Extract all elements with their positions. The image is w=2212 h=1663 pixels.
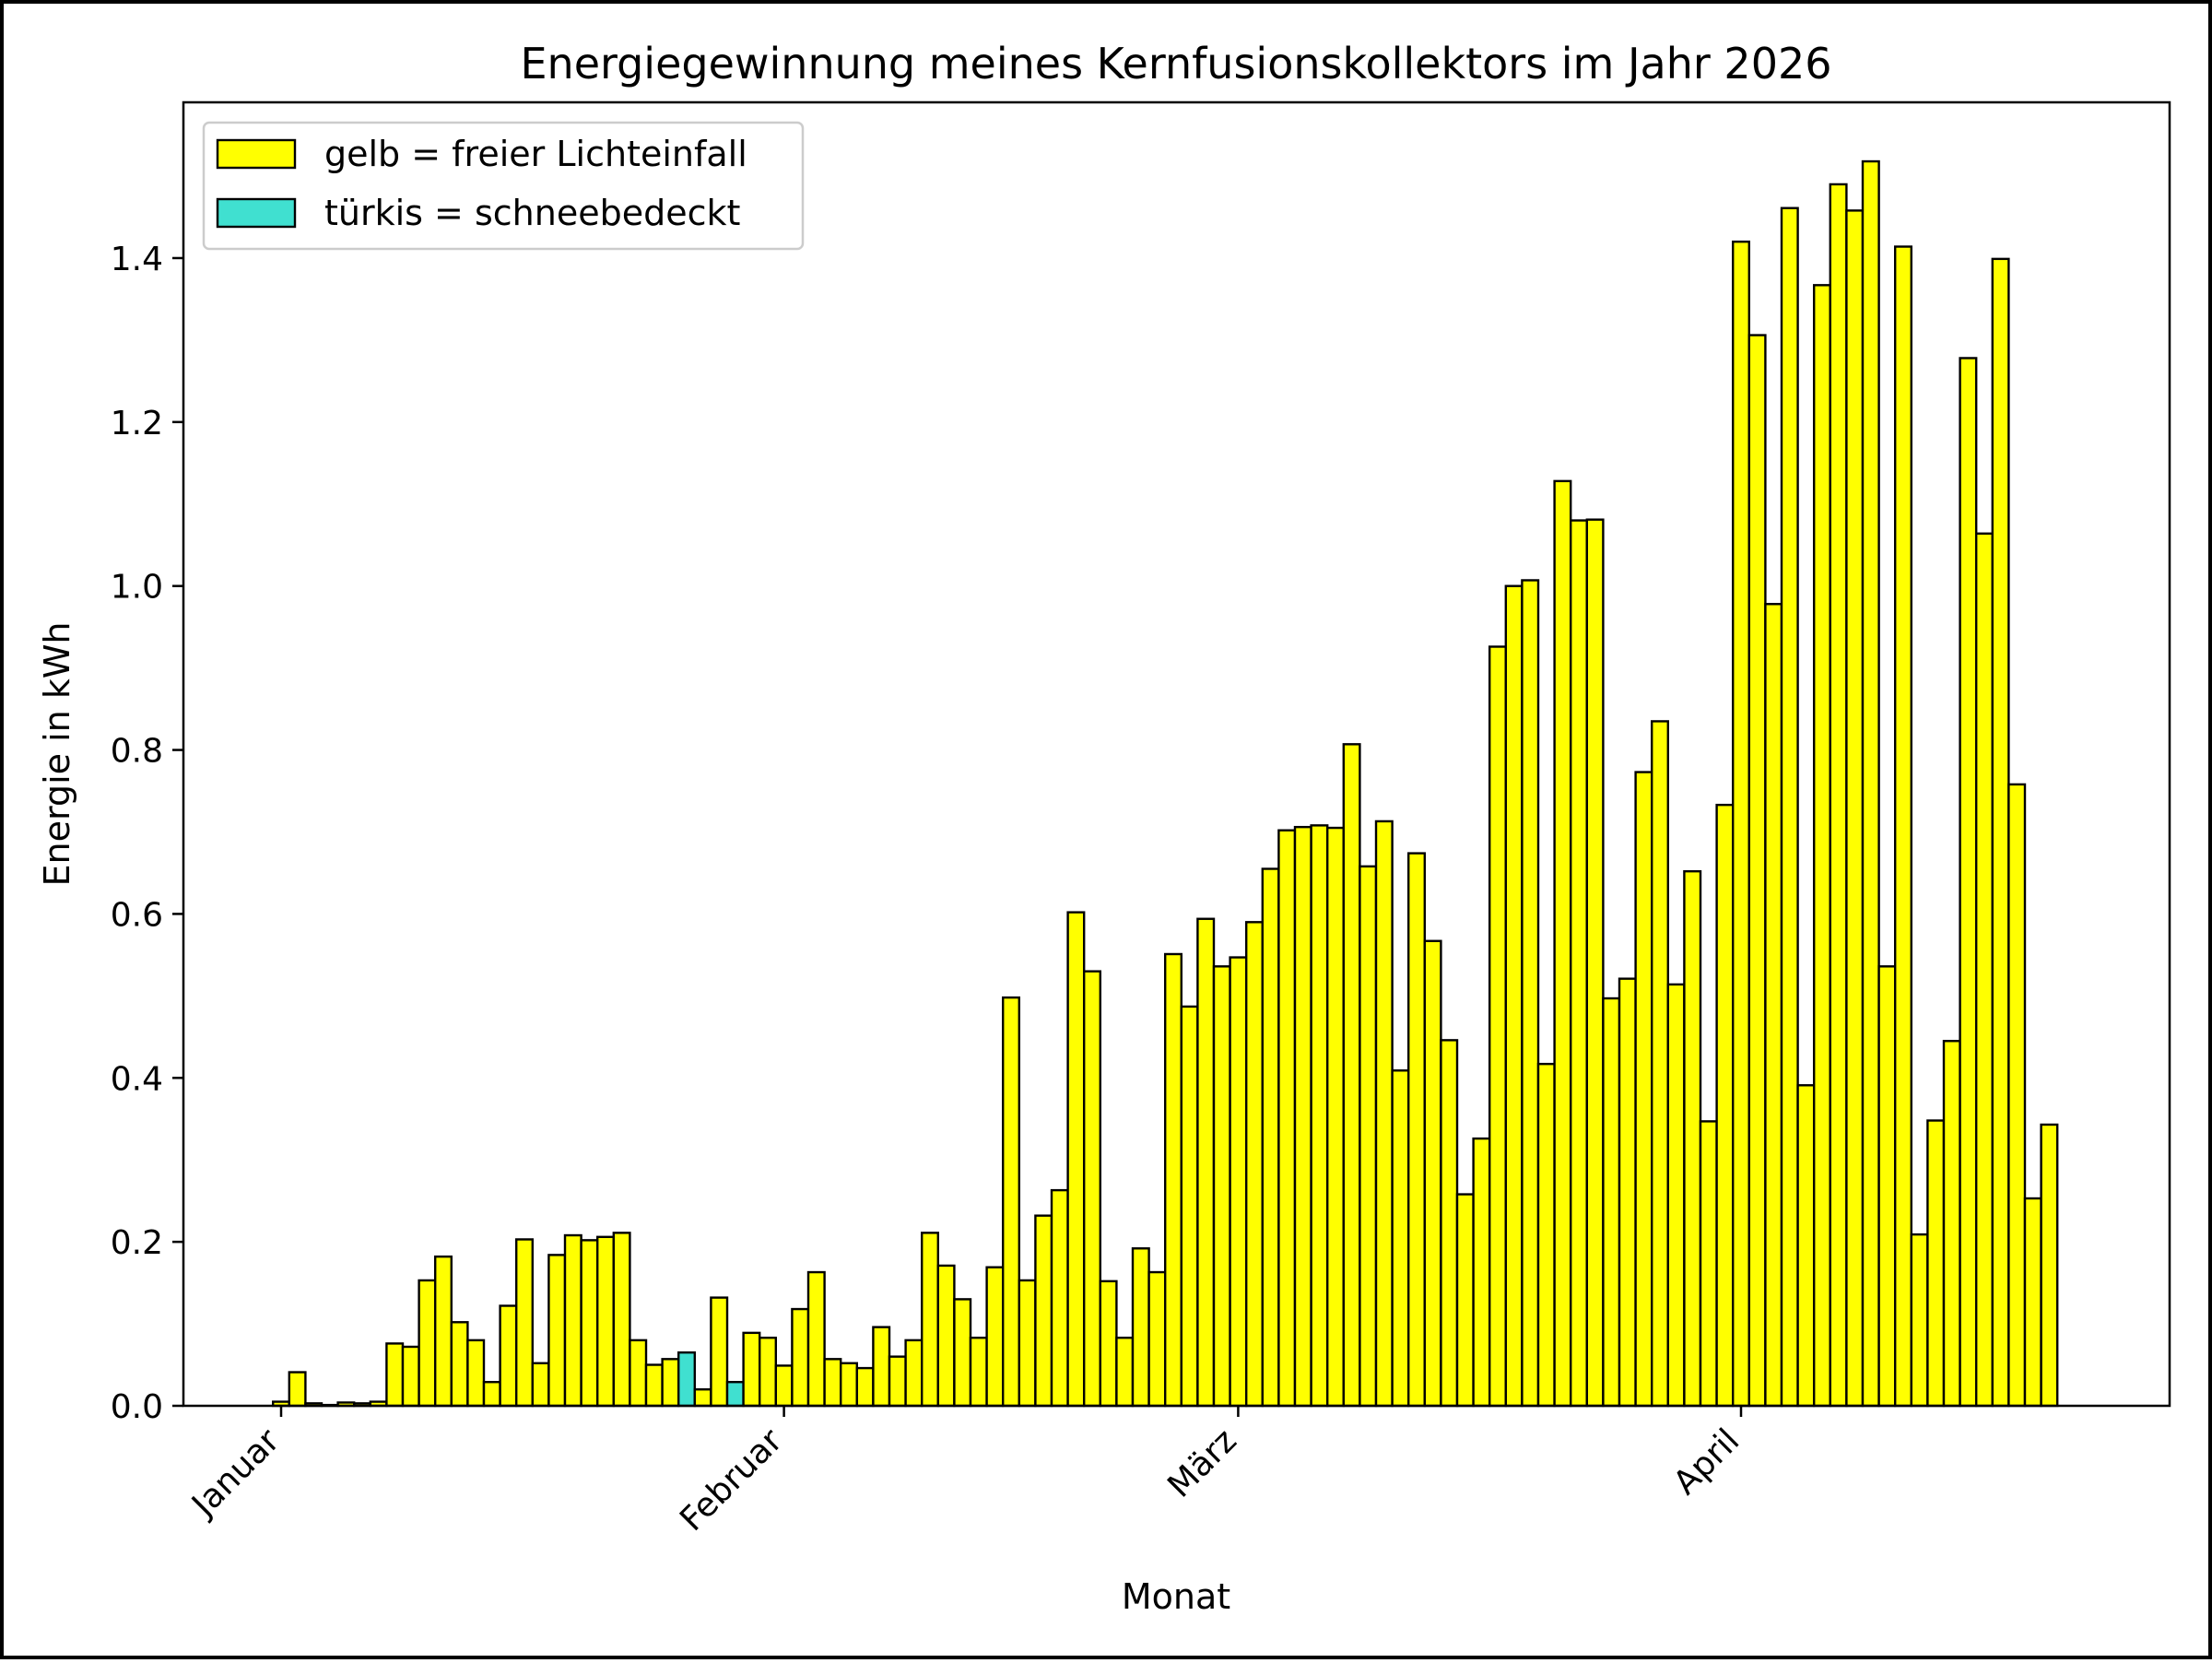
y-tick-label: 0.0 [111, 1388, 163, 1426]
legend: gelb = freier Lichteinfall türkis = schne… [202, 121, 805, 251]
legend-label: gelb = freier Lichteinfall [324, 134, 747, 174]
y-tick-label: 1.0 [111, 569, 163, 607]
y-tick-label: 0.6 [111, 896, 163, 934]
legend-label: türkis = schneebedeckt [324, 193, 740, 233]
legend-box [202, 121, 805, 251]
y-tick-label: 1.2 [111, 405, 163, 442]
y-tick-label: 1.4 [111, 241, 163, 278]
legend-swatch [216, 138, 297, 170]
legend-swatch [216, 197, 297, 229]
y-tick-label: 0.2 [111, 1224, 163, 1262]
y-axis-label: Energie in kWh [37, 622, 77, 887]
y-tick-label: 0.4 [111, 1060, 163, 1098]
x-axis-label: Monat [1122, 1576, 1230, 1617]
y-axis: 0.0 0.2 0.4 0.6 0.8 1.0 1.2 1.4 [111, 241, 183, 1426]
plot-area-frame [182, 100, 2171, 1408]
chart-title: Energiegewinnung meines Kernfusionskolle… [520, 39, 1831, 88]
y-tick-label: 0.8 [111, 733, 163, 771]
